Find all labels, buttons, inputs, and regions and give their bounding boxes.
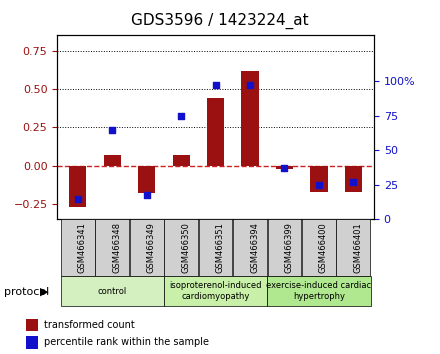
Text: percentile rank within the sample: percentile rank within the sample (44, 337, 209, 347)
Bar (207, 98, 224, 166)
Text: GSM466351: GSM466351 (216, 222, 224, 273)
Bar (242, 71, 259, 166)
Bar (26, 319, 38, 331)
Text: control: control (98, 287, 127, 296)
FancyBboxPatch shape (164, 219, 198, 276)
FancyBboxPatch shape (130, 219, 164, 276)
Text: isoproterenol-induced
cardiomyopathy: isoproterenol-induced cardiomyopathy (169, 281, 262, 301)
Text: transformed count: transformed count (44, 320, 135, 330)
Text: GSM466349: GSM466349 (147, 222, 156, 273)
Text: GSM466400: GSM466400 (319, 222, 328, 273)
Point (74, 196, 81, 201)
Point (350, 179, 357, 185)
Text: GSM466348: GSM466348 (112, 222, 121, 273)
Text: GSM466350: GSM466350 (181, 222, 190, 273)
Point (143, 192, 150, 198)
Bar (345, 166, 362, 192)
Bar (26, 336, 38, 349)
Bar (172, 155, 190, 166)
Point (178, 113, 185, 119)
Text: GSM466399: GSM466399 (285, 222, 293, 273)
Bar (310, 166, 327, 192)
Bar (104, 155, 121, 166)
FancyBboxPatch shape (267, 276, 370, 306)
Point (212, 82, 219, 88)
FancyBboxPatch shape (61, 219, 95, 276)
Point (315, 182, 323, 188)
Text: GDS3596 / 1423224_at: GDS3596 / 1423224_at (131, 12, 309, 29)
FancyBboxPatch shape (164, 276, 267, 306)
FancyBboxPatch shape (268, 219, 301, 276)
Text: protocol: protocol (4, 287, 50, 297)
FancyBboxPatch shape (302, 219, 336, 276)
Text: GSM466401: GSM466401 (353, 222, 362, 273)
FancyBboxPatch shape (61, 276, 164, 306)
Text: ▶: ▶ (40, 287, 48, 297)
Bar (69, 166, 87, 207)
Point (281, 165, 288, 171)
Point (109, 127, 116, 132)
FancyBboxPatch shape (233, 219, 267, 276)
Text: GSM466341: GSM466341 (78, 222, 87, 273)
Point (246, 82, 253, 88)
Text: exercise-induced cardiac
hypertrophy: exercise-induced cardiac hypertrophy (266, 281, 371, 301)
FancyBboxPatch shape (95, 219, 129, 276)
Text: GSM466394: GSM466394 (250, 222, 259, 273)
FancyBboxPatch shape (337, 219, 370, 276)
Bar (138, 166, 155, 193)
Bar (276, 166, 293, 169)
FancyBboxPatch shape (199, 219, 232, 276)
